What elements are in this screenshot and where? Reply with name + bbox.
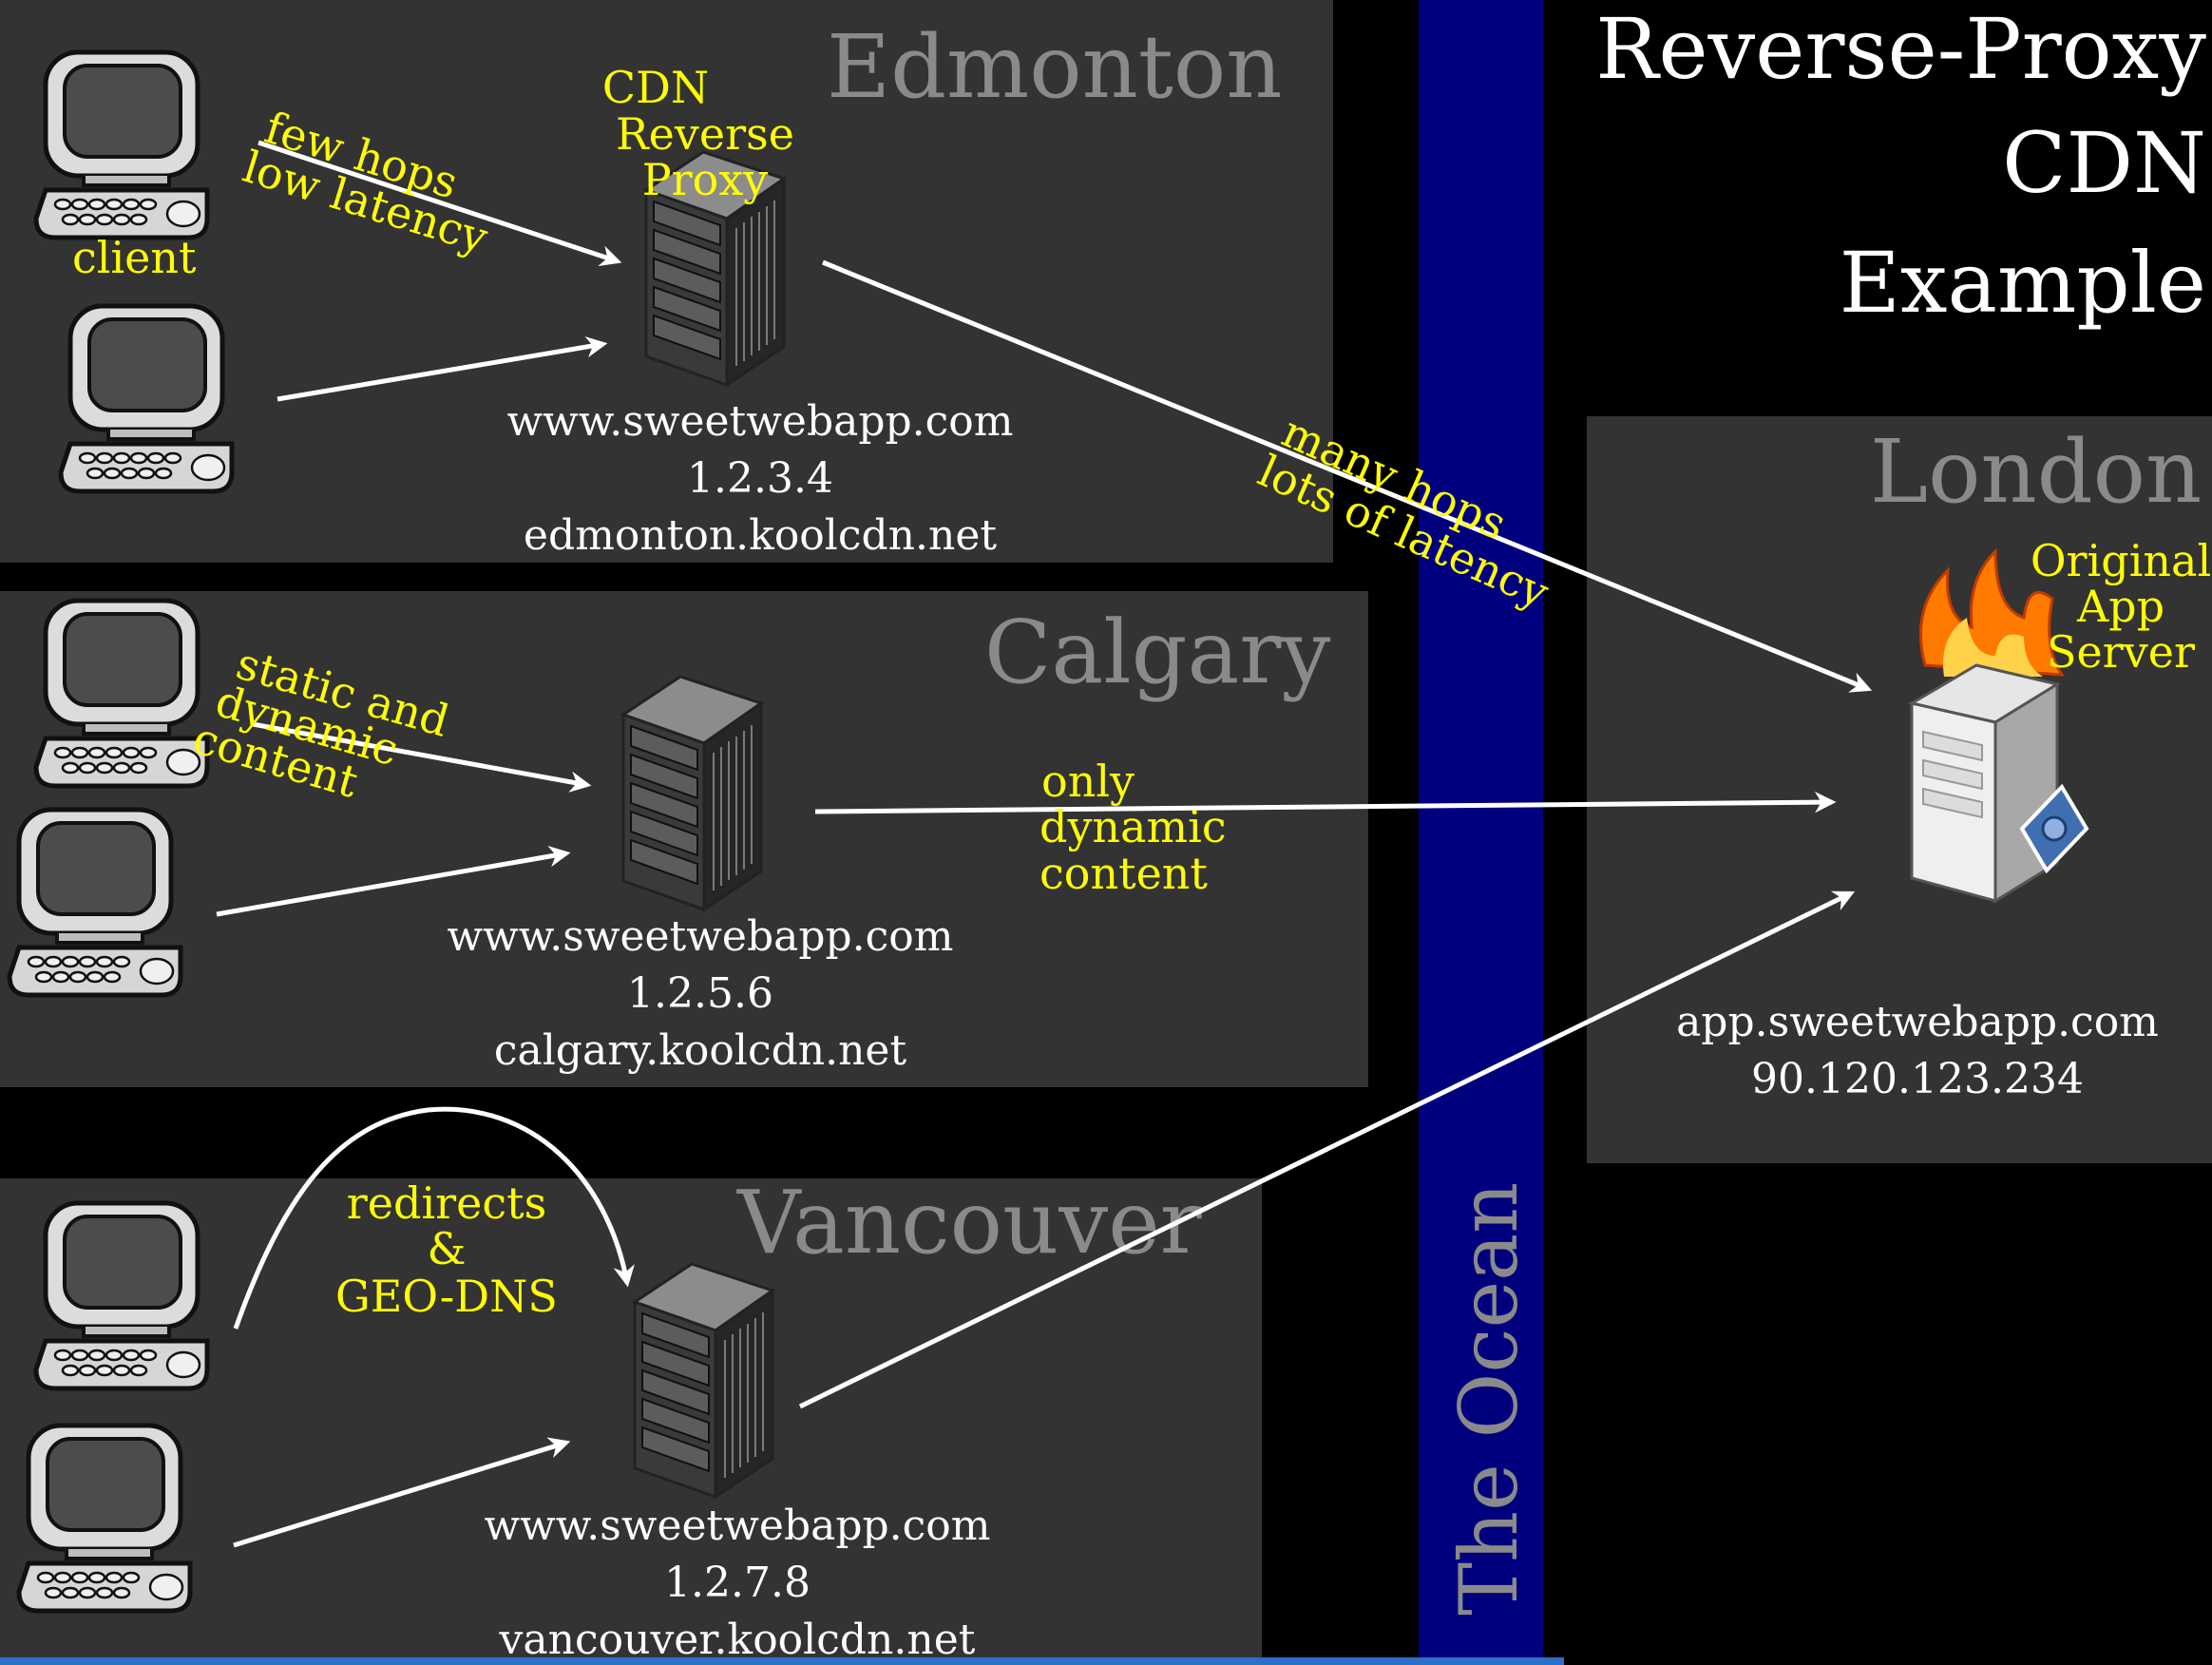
title-line-3: Example: [1840, 234, 2206, 332]
edm-ip: 1.2.3.4: [687, 454, 833, 503]
arrow-edm-client1-proxy: [257, 140, 622, 267]
cal-host: calgary.koolcdn.net: [494, 1026, 907, 1075]
diagram-title: Reverse-Proxy CDN Example: [1595, 0, 2206, 332]
cal-link-note-line-3: content: [1039, 848, 1208, 899]
london-domain: app.sweetwebapp.com: [1676, 998, 2159, 1046]
origin-label-line-2: App: [2076, 581, 2164, 632]
edm-host: edmonton.koolcdn.net: [524, 511, 997, 560]
client-edmonton-1-icon: [36, 52, 207, 238]
region-name-vancouver: Vancouver: [736, 1172, 1202, 1273]
region-name-calgary: Calgary: [984, 602, 1330, 703]
client-edmonton-2-icon: [61, 306, 232, 491]
cal-domain: www.sweetwebapp.com: [447, 912, 953, 961]
van-ip: 1.2.7.8: [664, 1559, 810, 1607]
title-line-1: Reverse-Proxy: [1595, 0, 2206, 98]
edm-domain: www.sweetwebapp.com: [506, 397, 1013, 446]
region-vancouver: [0, 1178, 1262, 1665]
proxy-label-line-1: CDN: [602, 62, 709, 113]
arrow-van-redirect: [233, 1106, 635, 1330]
arrow-cal-client2-proxy: [216, 846, 571, 917]
proxy-label-line-3: Proxy: [642, 154, 769, 205]
client-label: client: [72, 232, 197, 283]
client-vancouver-1-icon: [36, 1203, 207, 1388]
cal-ip: 1.2.5.6: [627, 969, 773, 1018]
van-client-note-line-1: redirects: [347, 1177, 546, 1229]
region-name-edmonton: Edmonton: [827, 16, 1283, 118]
van-host: vancouver.koolcdn.net: [499, 1616, 976, 1664]
origin-label-line-1: Original: [2031, 535, 2211, 586]
arrow-van-client2-proxy: [233, 1437, 571, 1548]
proxy-vancouver-icon: [633, 1262, 774, 1499]
arrow-cal-proxy-origin: [814, 791, 1837, 814]
van-client-note-line-3: GEO-DNS: [335, 1271, 558, 1322]
region-name-london: London: [1870, 421, 2202, 523]
bottom-bar: [0, 1657, 1564, 1665]
arrow-van-proxy-origin: [798, 890, 1856, 1409]
arrow-edm-proxy-origin: [822, 259, 1873, 693]
ocean-band: [1419, 0, 1543, 1665]
london-ip: 90.120.123.234: [1751, 1055, 2084, 1103]
arrow-cal-client1-proxy: [252, 721, 592, 793]
cal-link-note-line-1: only: [1041, 756, 1135, 807]
proxy-label-line-2: Reverse: [616, 108, 794, 160]
origin-label-line-3: Server: [2047, 626, 2195, 678]
cal-link-note-line-2: dynamic: [1039, 801, 1227, 852]
arrow-edm-client2-proxy: [276, 335, 608, 402]
title-line-2: CDN: [2002, 114, 2206, 212]
client-calgary-2-icon: [10, 810, 181, 995]
ocean-label: The Ocean: [1442, 1182, 1535, 1616]
region-london: [1587, 416, 2212, 1163]
client-vancouver-2-icon: [19, 1426, 190, 1611]
van-client-note-line-2: &: [428, 1223, 467, 1274]
van-domain: www.sweetwebapp.com: [484, 1502, 990, 1550]
proxy-calgary-icon: [621, 675, 763, 911]
origin-server-icon: [1907, 547, 2089, 904]
client-calgary-1-icon: [36, 601, 207, 786]
